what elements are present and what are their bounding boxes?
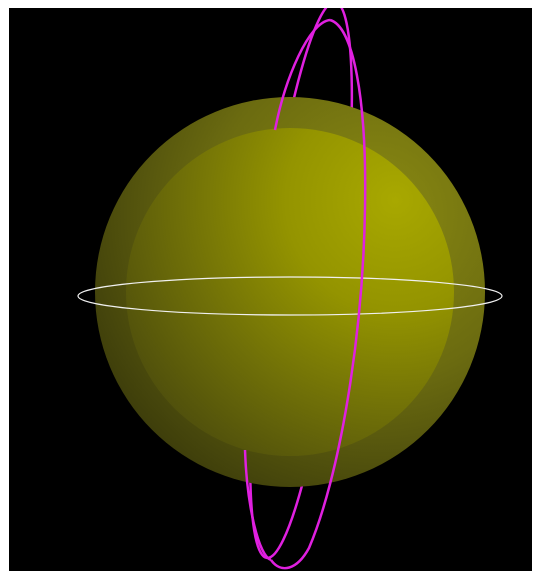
inner-sphere xyxy=(126,128,454,456)
polar-orbit-front xyxy=(269,18,367,570)
polar-orbit-bottom-arc xyxy=(243,449,272,562)
3d-scene xyxy=(77,8,503,570)
equatorial-ring xyxy=(77,276,503,316)
render-viewport[interactable] xyxy=(9,8,532,571)
polar-orbit-top-arc xyxy=(273,18,331,131)
